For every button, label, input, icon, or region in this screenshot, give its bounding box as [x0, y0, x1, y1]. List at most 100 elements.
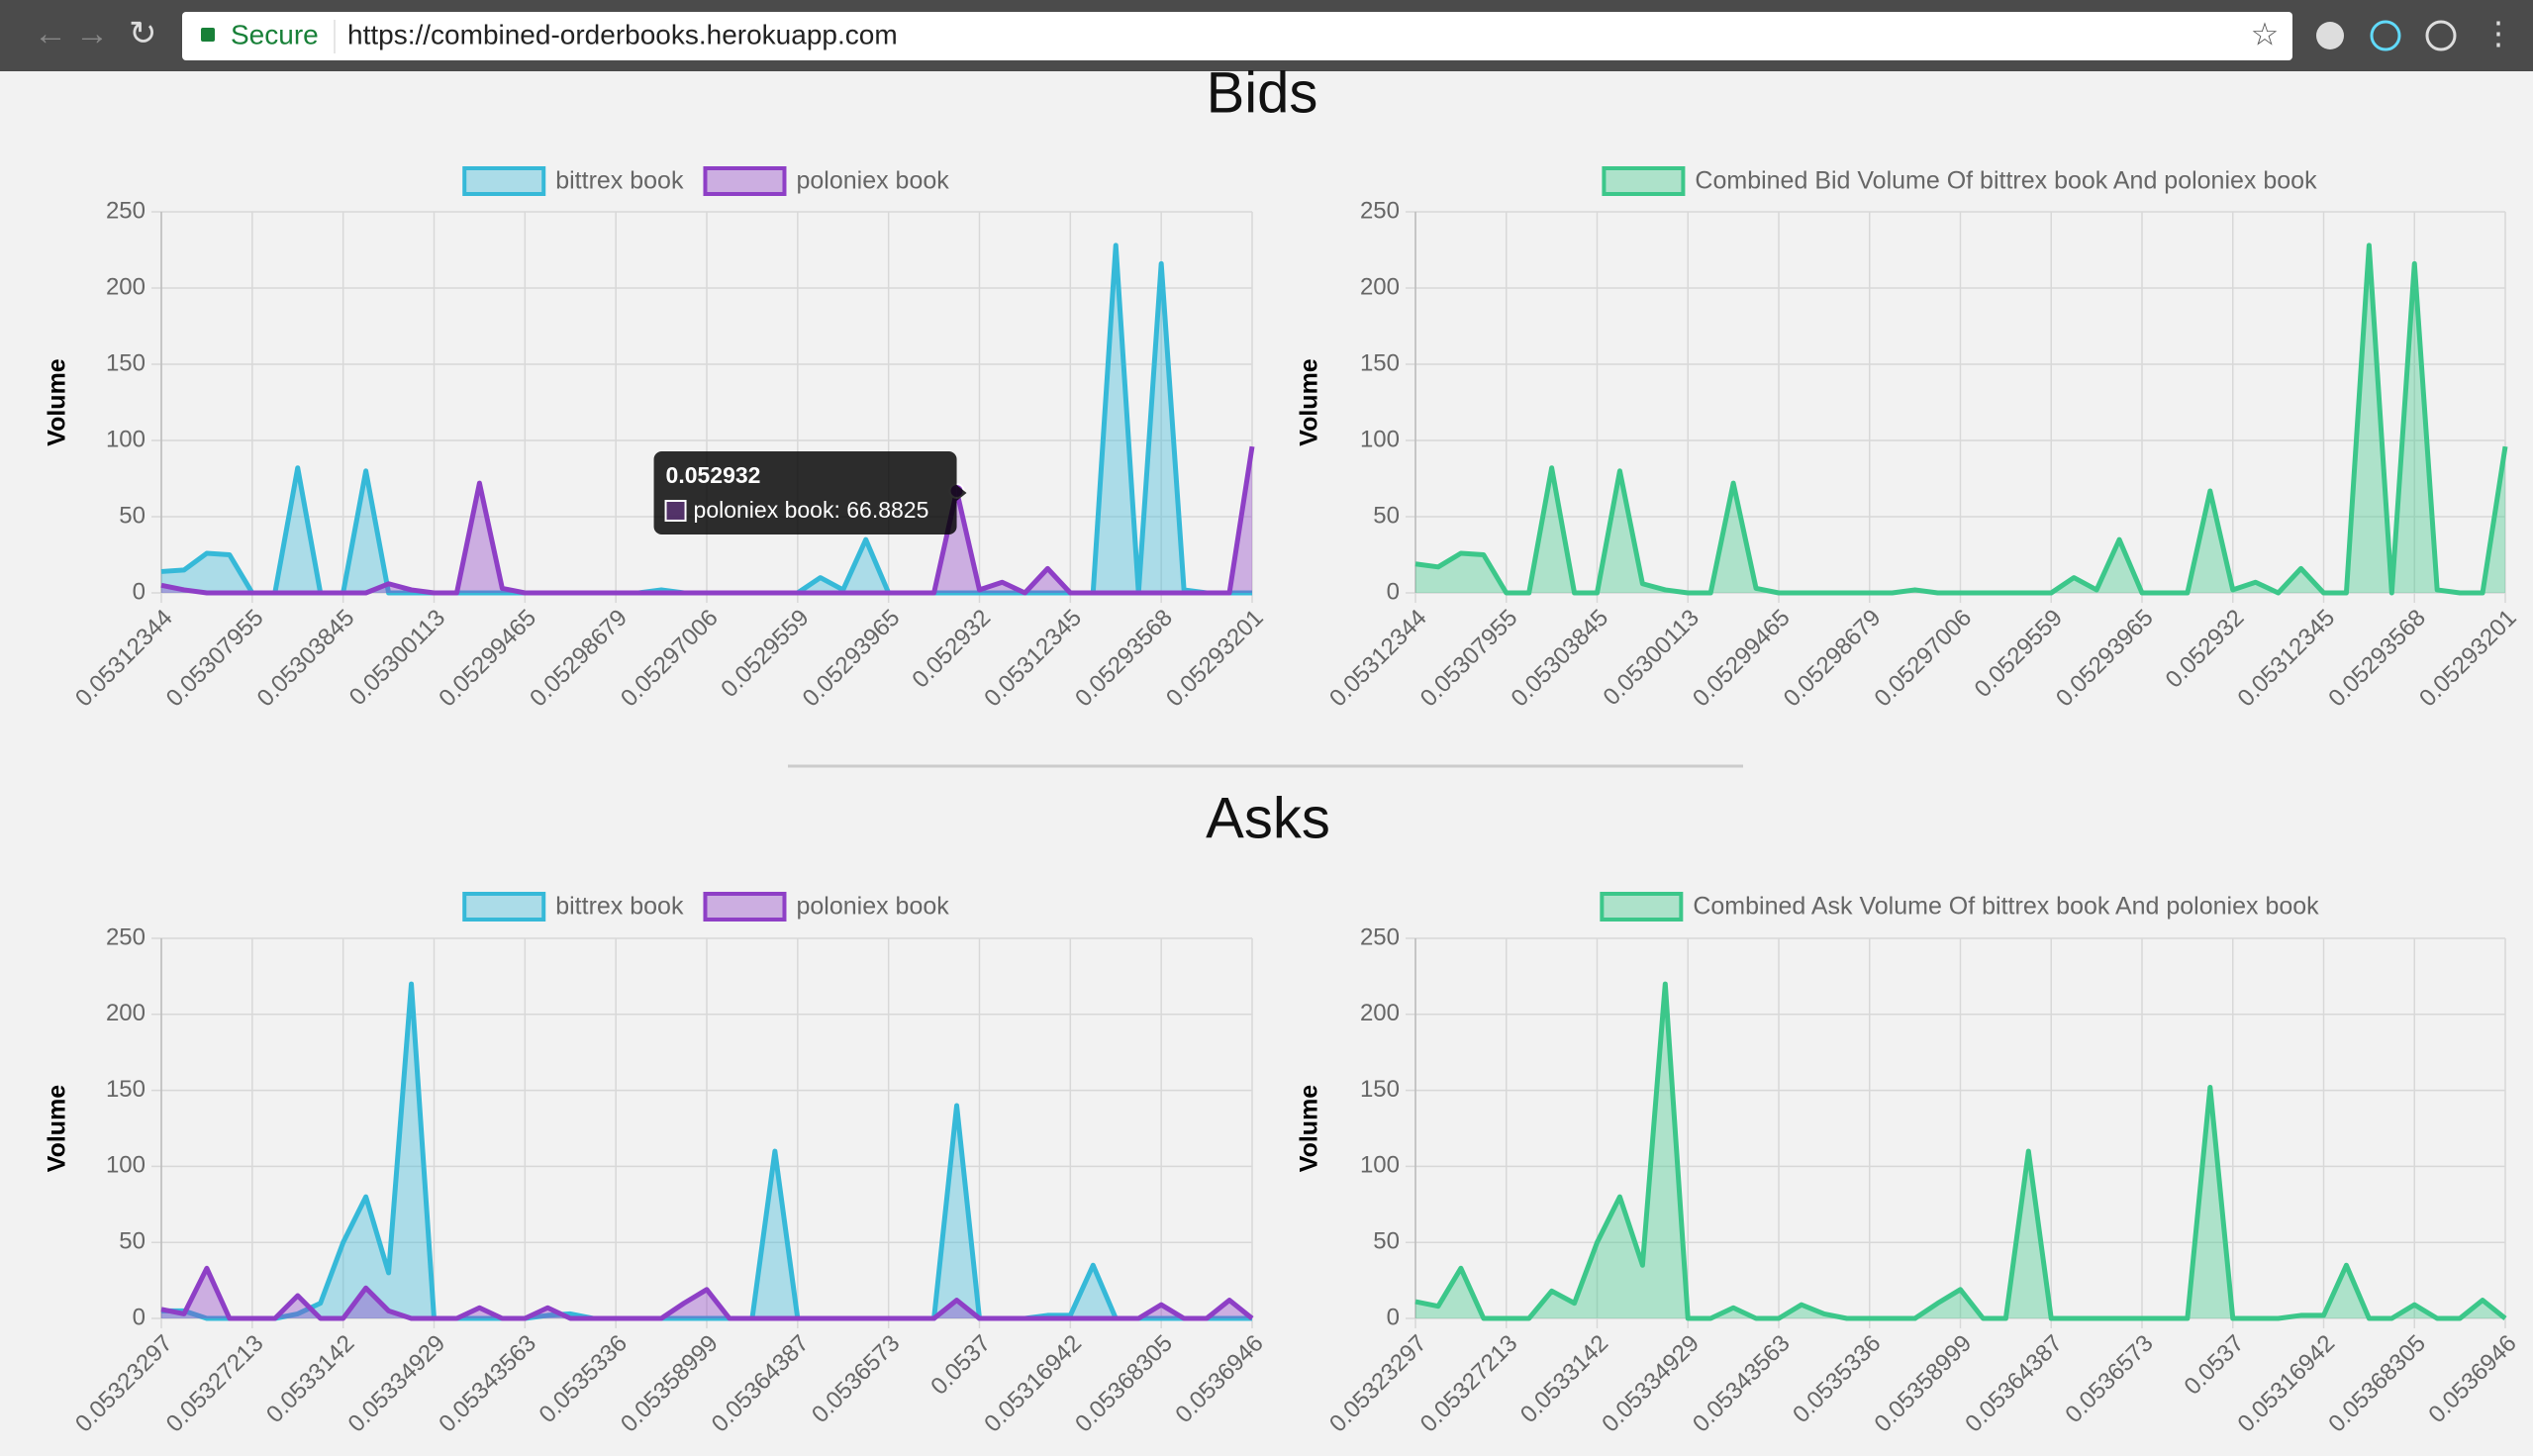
url[interactable]: https://combined-orderbooks.herokuapp.co…: [347, 19, 898, 49]
tooltip-arrow: [956, 485, 967, 502]
section-heading: Asks: [1206, 786, 1330, 850]
x-tick-label: 0.05298679: [525, 605, 633, 713]
x-tick-label: 0.05323297: [1324, 1330, 1432, 1438]
x-tick-label: 0.05293201: [2414, 605, 2522, 713]
y-tick-label: 200: [106, 1000, 146, 1026]
y-tick-label: 50: [1373, 502, 1400, 529]
x-tick-label: 0.0535336: [535, 1330, 633, 1428]
y-tick-label: 200: [1360, 273, 1400, 300]
y-tick-label: 250: [106, 923, 146, 950]
extension-icon[interactable]: [2316, 22, 2344, 49]
section-heading: Bids: [1207, 60, 1318, 125]
tooltip-text: poloniex book: 66.8825: [694, 497, 929, 523]
legend-swatch: [703, 892, 787, 922]
x-tick-label: 0.05358999: [1869, 1330, 1977, 1438]
lock-icon: [201, 28, 215, 42]
legend-label: poloniex book: [796, 893, 949, 921]
x-tick-label: 0.0533142: [261, 1330, 359, 1428]
x-tick-label: 0.05293568: [2323, 605, 2431, 713]
y-axis-label: Volume: [44, 358, 71, 446]
x-tick-label: 0.05364387: [707, 1330, 815, 1438]
x-tick-label: 0.0536573: [2060, 1330, 2158, 1428]
legend-swatch: [462, 166, 546, 196]
line: [1414, 981, 2507, 1321]
tooltip-title: 0.052932: [666, 462, 761, 488]
x-tick-label: 0.05307955: [1415, 605, 1523, 713]
x-tick-label: 0.0529559: [1970, 605, 2068, 703]
y-tick-label: 0: [1387, 578, 1400, 605]
menu-button[interactable]: ⋮: [2483, 15, 2514, 50]
legend-swatch: [1602, 166, 1686, 196]
legend: bittrex book poloniex book: [462, 892, 949, 922]
x-tick-label: 0.05334929: [342, 1330, 450, 1438]
x-tick-label: 0.05299465: [434, 605, 541, 713]
x-tick-label: 0.05312344: [1324, 605, 1432, 713]
x-tick-label: 0.0535336: [1788, 1330, 1886, 1428]
y-tick-label: 150: [1360, 349, 1400, 376]
legend-label: Combined Ask Volume Of bittrex book And …: [1693, 893, 2319, 921]
legend: bittrex book poloniex book: [462, 166, 949, 196]
legend: Combined Bid Volume Of bittrex book And …: [1602, 166, 2317, 196]
y-tick-label: 200: [106, 273, 146, 300]
y-tick-label: 100: [1360, 426, 1400, 452]
tooltip-swatch: [664, 500, 687, 523]
x-tick-label: 0.05312345: [2232, 605, 2340, 713]
x-tick-label: 0.052932: [2161, 605, 2250, 694]
y-tick-label: 250: [1360, 923, 1400, 950]
x-tick-label: 0.0529559: [716, 605, 814, 703]
y-axis-label: Volume: [1296, 1085, 1323, 1173]
legend-swatch: [462, 892, 546, 922]
y-axis-label: Volume: [44, 1085, 71, 1173]
x-tick-label: 0.05327213: [1415, 1330, 1523, 1438]
x-tick-label: 0.05368305: [2323, 1330, 2431, 1438]
x-tick-label: 0.05299465: [1688, 605, 1796, 713]
y-tick-label: 100: [106, 1152, 146, 1179]
back-button[interactable]: ←: [34, 15, 67, 52]
line: [161, 981, 1252, 1321]
bookmark-star[interactable]: ☆: [2251, 16, 2280, 51]
x-tick-label: 0.0536946: [2423, 1330, 2521, 1428]
y-tick-label: 50: [119, 502, 146, 529]
line: [160, 445, 1255, 596]
x-tick-label: 0.05293201: [1161, 605, 1269, 713]
y-tick-label: 250: [106, 197, 146, 224]
line: [1414, 243, 2508, 596]
x-tick-label: 0.05358999: [616, 1330, 724, 1438]
x-tick-label: 0.05323297: [70, 1330, 178, 1438]
extension-icon[interactable]: [2425, 20, 2457, 51]
x-tick-label: 0.05343563: [434, 1330, 541, 1438]
x-tick-label: 0.05334929: [1597, 1330, 1705, 1438]
extension-icon[interactable]: [2370, 20, 2401, 51]
y-tick-label: 100: [1360, 1152, 1400, 1179]
address-bar[interactable]: [182, 12, 2292, 60]
x-tick-label: 0.05343563: [1688, 1330, 1796, 1438]
x-tick-label: 0.052932: [907, 605, 996, 694]
legend: Combined Ask Volume Of bittrex book And …: [1600, 892, 2319, 922]
x-tick-label: 0.05327213: [161, 1330, 269, 1438]
y-tick-label: 200: [1360, 1000, 1400, 1026]
legend-swatch: [1600, 892, 1684, 922]
legend-label: bittrex book: [555, 893, 684, 921]
x-tick-label: 0.05312344: [70, 605, 178, 713]
x-tick-label: 0.05316942: [2232, 1330, 2340, 1438]
y-tick-label: 100: [106, 426, 146, 452]
x-tick-label: 0.05293965: [2051, 605, 2159, 713]
x-tick-label: 0.05316942: [979, 1330, 1087, 1438]
legend-swatch: [703, 166, 787, 196]
x-tick-label: 0.05368305: [1070, 1330, 1178, 1438]
tooltip: [653, 451, 957, 535]
y-tick-label: 150: [1360, 1076, 1400, 1103]
x-tick-label: 0.0537: [2179, 1330, 2249, 1401]
x-tick-label: 0.05293568: [1070, 605, 1178, 713]
secure-label: Secure: [231, 19, 319, 49]
x-tick-label: 0.05303845: [1506, 605, 1613, 713]
x-tick-label: 0.05297006: [616, 605, 724, 713]
x-tick-label: 0.05297006: [1869, 605, 1977, 713]
x-tick-label: 0.0536946: [1170, 1330, 1268, 1428]
y-tick-label: 0: [133, 1304, 146, 1330]
forward-button[interactable]: →: [75, 15, 109, 52]
reload-button[interactable]: ↻: [129, 15, 157, 52]
y-tick-label: 50: [119, 1228, 146, 1255]
